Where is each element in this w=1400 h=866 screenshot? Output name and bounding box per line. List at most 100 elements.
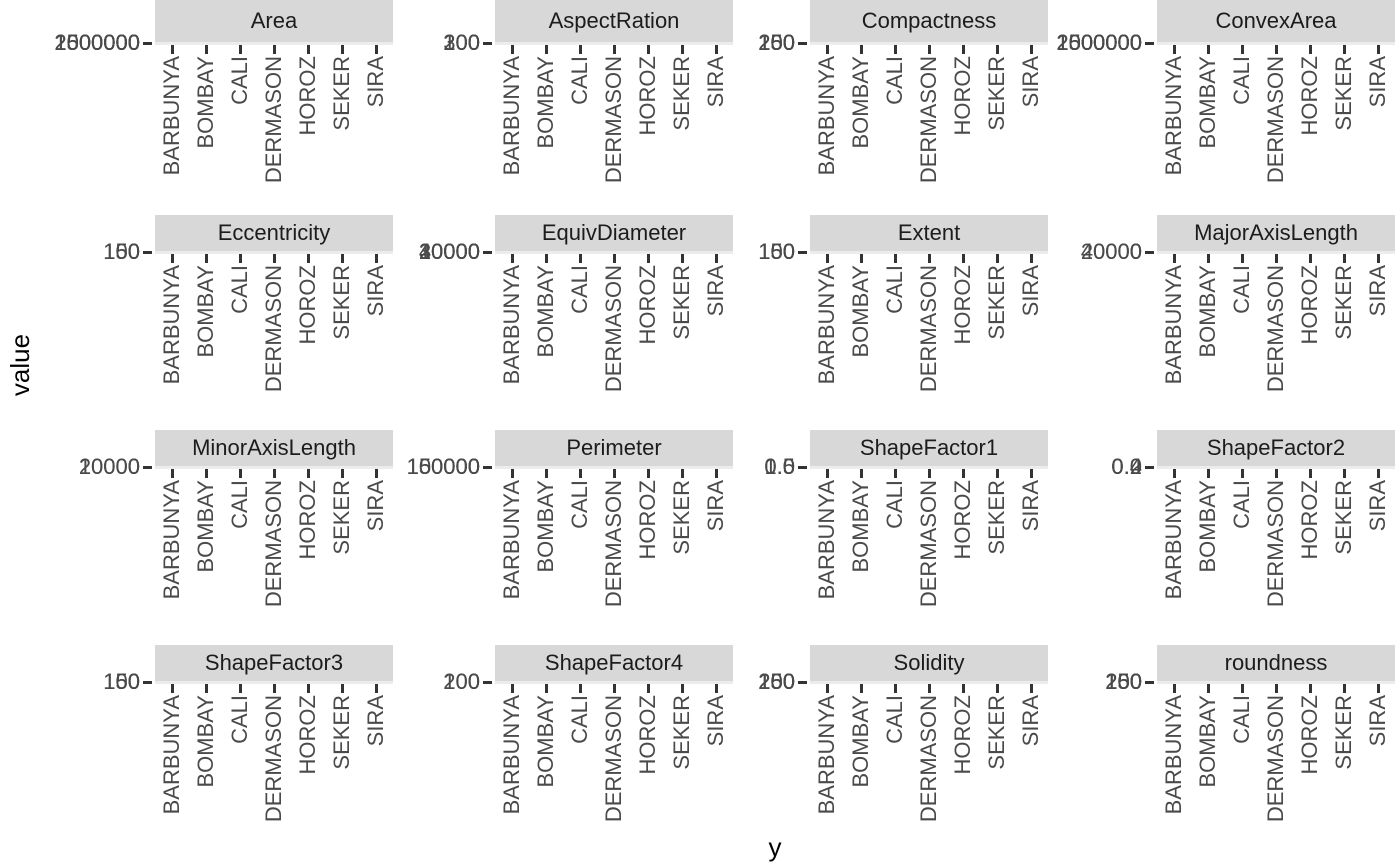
x-tick-label: BARBUNYA — [499, 265, 524, 385]
x-tick-label: SIRA — [703, 480, 728, 532]
x-tick-label: DERMASON — [1263, 480, 1288, 608]
x-tick-label: SEKER — [329, 265, 354, 340]
x-tick-label: HOROZ — [1297, 695, 1322, 775]
facet-panel — [1157, 251, 1395, 254]
x-tick-mark — [681, 469, 684, 478]
y-tick-label: 500000 — [66, 30, 140, 55]
x-tick-mark — [894, 469, 897, 478]
facet-panel — [155, 42, 393, 45]
x-tick-label: CALI — [567, 695, 592, 744]
x-tick-mark — [647, 469, 650, 478]
y-tick-label: 0.0 — [1111, 454, 1142, 479]
facet-panel — [155, 681, 393, 684]
x-tick-mark — [962, 45, 965, 54]
x-tick-mark — [307, 469, 310, 478]
y-tick-label: 0 — [467, 669, 480, 694]
x-tick-mark — [545, 45, 548, 54]
x-tick-label: CALI — [227, 695, 252, 744]
x-tick-label: SEKER — [984, 695, 1009, 770]
x-tick-mark — [1030, 469, 1033, 478]
x-tick-mark — [928, 684, 931, 693]
x-tick-mark — [826, 254, 829, 263]
x-tick-mark — [715, 684, 718, 693]
x-tick-mark — [545, 254, 548, 263]
x-tick-label: BOMBAY — [193, 480, 218, 573]
x-tick-mark — [894, 254, 897, 263]
y-tick-label: 40000 — [418, 239, 480, 264]
facet-strip: MinorAxisLength — [155, 430, 393, 466]
x-tick-label: BARBUNYA — [159, 480, 184, 600]
x-tick-mark — [996, 684, 999, 693]
facet-strip-title: Solidity — [893, 650, 965, 675]
x-tick-label: SIRA — [703, 695, 728, 747]
x-tick-label: BOMBAY — [848, 265, 873, 358]
y-tick-label: 50 — [770, 239, 795, 264]
y-tick-mark — [1145, 42, 1154, 45]
facet-strip-title: EquivDiameter — [541, 220, 687, 245]
x-tick-label: SEKER — [984, 265, 1009, 340]
x-tick-mark — [996, 254, 999, 263]
x-tick-mark — [239, 684, 242, 693]
x-tick-mark — [1241, 254, 1244, 263]
x-tick-mark — [579, 684, 582, 693]
facet-strip: EquivDiameter — [495, 215, 733, 251]
y-tick-label: 1000000 — [1056, 30, 1142, 55]
facet-strip-title: Compactness — [861, 8, 997, 33]
x-tick-label: SIRA — [1018, 56, 1043, 108]
x-tick-mark — [826, 45, 829, 54]
y-tick-mark — [1145, 681, 1154, 684]
facet-strip: Eccentricity — [155, 215, 393, 251]
x-tick-label: BOMBAY — [1195, 265, 1220, 358]
x-tick-mark — [613, 45, 616, 54]
x-tick-mark — [860, 45, 863, 54]
y-tick-label: 100 — [1105, 669, 1142, 694]
x-tick-mark — [1275, 45, 1278, 54]
y-tick-label: 0.5 — [764, 454, 795, 479]
facet-panel — [1157, 42, 1395, 45]
x-tick-label: SIRA — [1365, 56, 1390, 108]
x-tick-label: BOMBAY — [848, 56, 873, 149]
x-tick-mark — [273, 45, 276, 54]
x-tick-mark — [511, 469, 514, 478]
x-tick-label: SIRA — [1018, 480, 1043, 532]
x-tick-mark — [171, 469, 174, 478]
y-tick-label: 250 — [758, 30, 795, 55]
x-tick-mark — [1173, 45, 1176, 54]
x-tick-mark — [579, 254, 582, 263]
x-tick-label: DERMASON — [1263, 56, 1288, 184]
x-tick-mark — [1241, 45, 1244, 54]
x-tick-label: BOMBAY — [193, 56, 218, 149]
x-tick-label: CALI — [567, 480, 592, 529]
x-tick-mark — [511, 45, 514, 54]
x-tick-label: SEKER — [1331, 480, 1356, 555]
y-tick-label: 200 — [443, 30, 480, 55]
facet-panel — [810, 251, 1048, 254]
x-tick-mark — [681, 684, 684, 693]
x-tick-mark — [545, 469, 548, 478]
x-tick-mark — [341, 684, 344, 693]
x-tick-mark — [860, 254, 863, 263]
y-tick-label: 50 — [770, 30, 795, 55]
facet-panel — [155, 466, 393, 469]
x-tick-mark — [545, 684, 548, 693]
facet-strip-title: roundness — [1224, 650, 1328, 675]
x-tick-label: DERMASON — [601, 265, 626, 393]
x-tick-mark — [826, 684, 829, 693]
facet-panel — [155, 251, 393, 254]
x-axis-title: y — [768, 832, 782, 862]
y-tick-label: 0 — [467, 30, 480, 55]
x-tick-label: SIRA — [363, 695, 388, 747]
x-tick-label: SEKER — [669, 265, 694, 340]
y-tick-label: 200 — [758, 669, 795, 694]
facet-strip-title: AspectRation — [548, 8, 680, 33]
x-tick-label: BARBUNYA — [814, 56, 839, 176]
x-tick-label: SIRA — [1365, 265, 1390, 317]
x-tick-label: BOMBAY — [1195, 56, 1220, 149]
x-tick-mark — [273, 254, 276, 263]
x-tick-label: SIRA — [1018, 695, 1043, 747]
x-tick-mark — [579, 469, 582, 478]
facet-strip: Extent — [810, 215, 1048, 251]
y-tick-label: 150 — [758, 669, 795, 694]
x-tick-label: CALI — [882, 480, 907, 529]
y-tick-label: 2500000 — [1056, 30, 1142, 55]
